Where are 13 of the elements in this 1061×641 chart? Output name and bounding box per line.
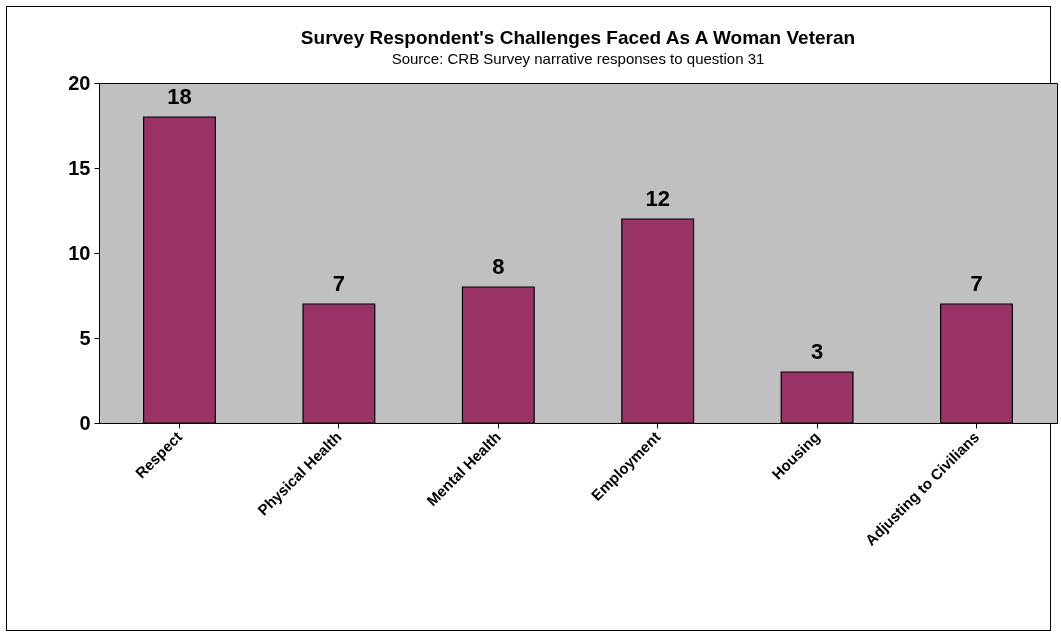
- data-label: 12: [645, 186, 670, 211]
- data-label: 3: [810, 339, 824, 364]
- y-tick-label: 0: [79, 411, 91, 434]
- y-tick-label: 15: [68, 156, 91, 179]
- data-label: 8: [492, 254, 505, 279]
- data-label: 18: [167, 84, 192, 109]
- y-tick-label: 10: [68, 241, 91, 264]
- data-label: 7: [332, 271, 346, 296]
- y-tick-label: 5: [79, 326, 91, 349]
- data-label: 7: [970, 271, 983, 296]
- chart-subtitle: Source: CRB Survey narrative responses to question 31: [391, 50, 765, 67]
- chart-title: Survey Respondent's Challenges Faced As A Woman Veteran: [300, 27, 856, 48]
- y-tick-label: 20: [68, 71, 91, 94]
